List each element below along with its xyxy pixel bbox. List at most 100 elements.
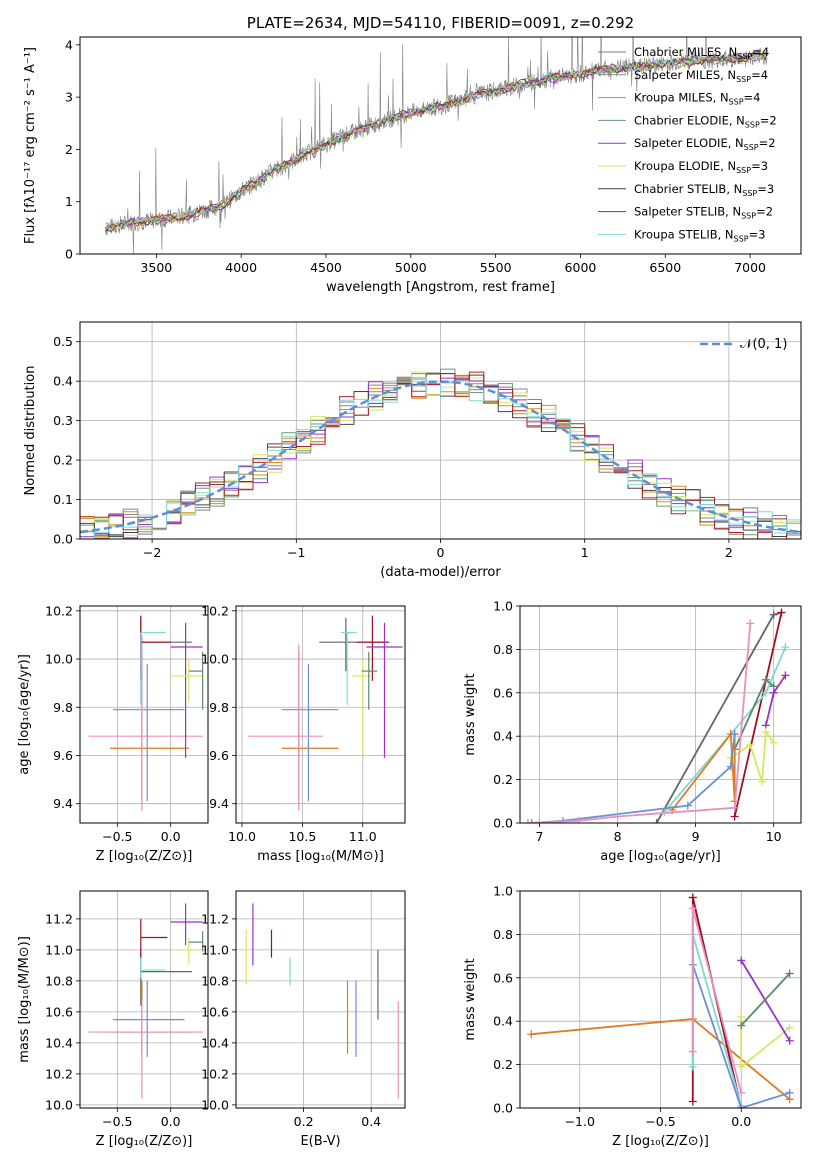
x-tick-label: 9 [692,829,700,844]
x-axis-label: (data-model)/error [380,565,501,580]
weight-marker [652,819,661,823]
weight-marker [688,1047,697,1056]
histograms [80,368,801,539]
plot-frame [79,605,209,824]
y-tick-label: 11.2 [45,911,73,926]
legend-label: Chabrier STELIB, NSSP=3 [634,182,774,198]
y-tick-label: 0 [65,247,73,262]
weight-marker [737,956,746,965]
y-tick-label: 0.0 [493,816,513,831]
axes-residuals: −2 −1 0 1 2 0.0 0.1 0.2 0.3 0.4 0.5 (data-model)/er… [23,322,801,580]
weight-marker [737,1088,746,1097]
weight-marker [730,812,739,821]
y-tick-label: 10.8 [201,973,229,988]
weight-marker [785,1023,794,1032]
y-axis-label: mass [log₁₀(M/M⊙)] [17,936,32,1063]
weight-marker [527,819,536,823]
y-tick-label: 11.0 [45,942,73,957]
y-tick-label: 0.8 [493,927,513,942]
legend-label: Salpeter MILES, NSSP=4 [634,68,768,84]
plot-frame [235,890,406,1109]
y-tick-label: 10.6 [45,1004,73,1019]
weight-marker [688,1097,697,1106]
y-axis-label: mass weight [463,958,478,1040]
y-tick-label: 9.6 [53,748,73,763]
x-tick-label: 10.0 [228,829,256,844]
weight-marker [746,740,755,749]
weight-line [671,731,736,811]
x-tick-label: 0.0 [161,829,181,844]
errorbars [88,615,204,811]
x-tick-label: 0 [437,545,445,560]
axes-mass_vs_Z: −0.5 0.0 10.0 10.2 10.4 10.6 10.8 11.0 11.2 Z [lo… [17,891,208,1149]
legend-label: Chabrier ELODIE, NSSP=2 [634,113,777,129]
weight-line [691,964,790,1108]
y-tick-label: 10.4 [45,1035,73,1050]
weight-marker [781,671,790,680]
model-spectrum-line [105,52,768,232]
y-tick-label: 0.0 [53,532,73,547]
weight-marker [777,608,786,617]
x-tick-label: 3500 [140,260,172,275]
y-tick-label: 0.4 [493,1014,513,1029]
x-tick-label: 0.0 [731,1114,751,1129]
x-tick-label: 0.4 [361,1114,381,1129]
errorbars [248,615,403,811]
y-tick-label: 0.2 [493,772,513,787]
plot-frame [79,890,209,1109]
weight-line [691,908,743,1094]
residual-histogram [80,376,801,539]
weight-marker [737,1062,746,1071]
weight-line [691,934,743,1107]
x-tick-label: −0.5 [645,1114,675,1129]
weight-series [527,893,794,1108]
weight-marker [737,1104,746,1108]
weight-marker [730,803,739,812]
y-tick-label: 10.0 [45,652,73,667]
y-tick-label: 9.8 [53,700,73,715]
y-tick-label: 10.0 [201,652,229,667]
x-tick-label: −1.0 [565,1114,595,1129]
y-tick-label: 1.0 [493,884,513,899]
axes-age_vs_Z: −0.5 0.0 9.4 9.6 9.8 10.0 10.2 Z [log₁₀(Z/Z⊙)] a… [17,603,208,864]
x-tick-label: 0.2 [294,1114,314,1129]
model-spectrum-line [105,52,768,230]
x-tick-label: 10 [766,829,782,844]
y-tick-label: 1 [65,194,73,209]
x-axis-label: mass [log₁₀(M/M⊙)] [257,849,384,864]
x-tick-label: 8 [614,829,622,844]
y-axis-label: mass weight [463,673,478,755]
y-tick-label: 0.5 [53,334,73,349]
x-tick-label: −0.5 [102,829,132,844]
x-axis-label: wavelength [Angstrom, rest frame] [326,280,555,295]
weight-marker [688,893,697,902]
legend-label: Chabrier MILES, NSSP=4 [634,45,769,61]
weight-marker [688,1062,697,1071]
weight-line [733,612,783,817]
legend-label: Salpeter STELIB, NSSP=2 [634,205,773,221]
y-tick-label: 10.6 [201,1004,229,1019]
plot-frame [519,605,802,824]
y-tick-label: 9.8 [209,700,229,715]
plot-frame [235,605,406,824]
x-tick-label: 10.5 [288,829,316,844]
x-tick-label: 5500 [480,260,512,275]
weight-marker [523,819,532,823]
x-tick-label: 4500 [310,260,342,275]
plot-frame [519,890,802,1109]
axes-massweight_vs_age: 7 8 9 10 0.0 0.2 0.4 0.6 0.8 1.0 age [log₁₀(age/yr… [463,599,801,864]
weight-marker [730,730,739,739]
errorbars [245,903,399,1099]
axes-mass_vs_ebv: 0.2 0.4 10.0 10.2 10.4 10.6 10.8 11.0 11.2 E(B-V) [201,891,405,1149]
x-axis-label: E(B-V) [300,1134,340,1149]
y-tick-label: 11.2 [201,911,229,926]
axes-spectrum: 3500 4000 4500 5000 5500 6000 6500 7000 0 1 2 3 4 wav… [23,37,766,295]
y-tick-label: 10.0 [201,1097,229,1112]
x-tick-label: 11.0 [349,829,377,844]
errorbars [88,903,204,1099]
y-tick-label: 0.0 [493,1101,513,1116]
model-spectrum-line [105,52,768,229]
x-tick-label: −1 [287,545,305,560]
y-tick-label: 10.2 [201,1066,229,1081]
weight-marker [769,738,778,747]
